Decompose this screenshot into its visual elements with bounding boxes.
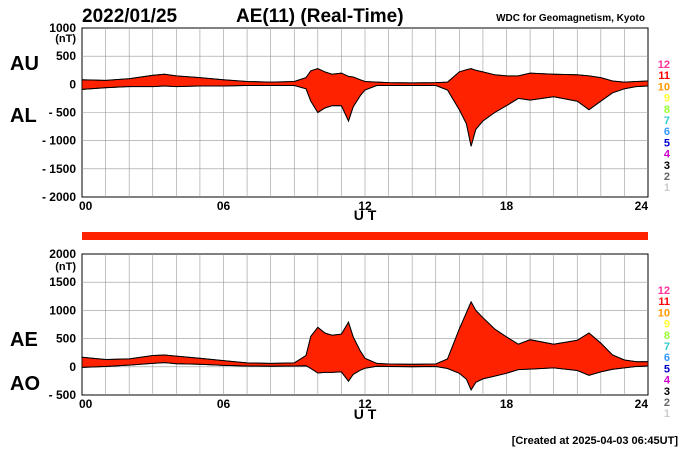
station-count-label: 1: [664, 408, 670, 420]
station-count-label: 7: [664, 115, 670, 127]
y-tick-label: 1000: [49, 21, 76, 35]
station-count-label: 12: [658, 59, 670, 71]
x-tick-label: 06: [217, 397, 231, 411]
series-line-upper: [81, 68, 649, 84]
y-tick-label: 500: [56, 49, 76, 63]
y-tick-label: 0: [69, 360, 76, 374]
series-label-al: AL: [10, 105, 37, 127]
chart-title: AE(11) (Real-Time): [236, 6, 404, 27]
y-tick-label: - 1500: [42, 162, 76, 176]
y-tick-label: - 1000: [42, 134, 76, 148]
y-tick-label: 1500: [49, 275, 76, 289]
station-count-label: 8: [664, 104, 670, 116]
series-label-ao: AO: [10, 373, 40, 395]
station-count-label: 8: [664, 330, 670, 342]
created-timestamp: [Created at 2025-04-03 06:45UT]: [512, 435, 679, 447]
y-tick-label: - 500: [49, 106, 77, 120]
x-tick-label: 12: [358, 397, 372, 411]
x-tick-label: 24: [635, 397, 649, 411]
station-count-label: 7: [664, 341, 670, 353]
station-count-label: 4: [664, 375, 671, 387]
station-count-label: 10: [658, 81, 670, 93]
series-line-lower: [81, 85, 649, 147]
y-tick-label: 500: [56, 332, 76, 346]
station-count-label: 2: [664, 171, 670, 183]
station-count-label: 5: [664, 363, 670, 375]
x-tick-label: 00: [79, 397, 93, 411]
y-tick-label: 1000: [49, 303, 76, 317]
series-line-upper: [81, 300, 648, 365]
station-count-label: 9: [664, 319, 670, 331]
station-count-label: 4: [664, 149, 671, 161]
x-tick-label: 06: [217, 199, 231, 213]
y-tick-label: - 500: [49, 388, 77, 402]
station-count-label: 11: [658, 296, 670, 308]
x-axis-label: U T: [354, 406, 377, 422]
station-count-label: 9: [664, 93, 670, 105]
station-count-label: 6: [664, 126, 670, 138]
separator-band: [82, 232, 648, 240]
station-count-label: 12: [658, 285, 670, 297]
y-tick-label: 0: [69, 77, 76, 91]
y-tick-label: - 2000: [42, 190, 76, 204]
x-tick-label: 18: [500, 397, 514, 411]
station-count-label: 10: [658, 307, 670, 319]
y-tick-label: 2000: [49, 247, 76, 261]
au-al-panel: 1000 500 0 - 500 - 1000 - 1500 - 2000 (nT) 00 06 1…: [10, 21, 649, 223]
station-count-label: 11: [658, 70, 670, 82]
chart-date: 2022/01/25: [82, 6, 178, 27]
series-label-ae: AE: [10, 329, 38, 351]
station-count-label: 2: [664, 397, 670, 409]
station-count-label: 3: [664, 160, 670, 172]
source-label: WDC for Geomagnetism, Kyoto: [496, 13, 645, 24]
x-tick-label: 24: [635, 199, 649, 213]
y-unit-label: (nT): [55, 33, 76, 45]
station-count-label: 1: [664, 182, 670, 194]
x-axis-label: U T: [354, 207, 377, 223]
station-count-label: 6: [664, 352, 670, 364]
station-count-label: 5: [664, 137, 670, 149]
x-tick-label: 18: [500, 199, 514, 213]
x-tick-label: 00: [79, 199, 93, 213]
x-tick-label: 12: [358, 199, 372, 213]
station-count-label: 3: [664, 386, 670, 398]
series-line-lower: [81, 362, 649, 391]
ae-ao-panel: 2000 1500 1000 500 0 - 500 (nT) 00 06 12 18 24 U T AE…: [10, 247, 649, 422]
series-label-au: AU: [10, 53, 39, 75]
y-unit-label: (nT): [55, 261, 76, 273]
